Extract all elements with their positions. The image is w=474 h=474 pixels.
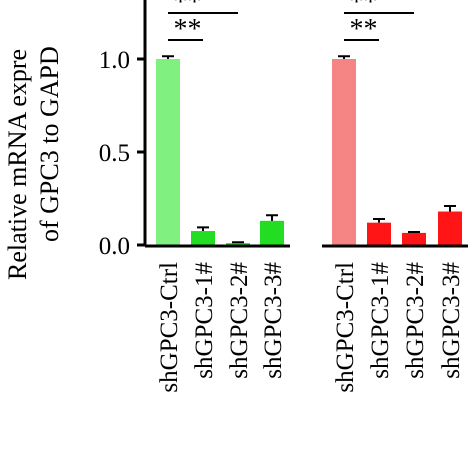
y-tick-label: 0.0 xyxy=(99,233,130,260)
error-bar xyxy=(408,230,420,233)
error-bar xyxy=(266,214,278,221)
significance-label: ** xyxy=(174,0,202,18)
error-bar xyxy=(162,55,174,59)
error-bar xyxy=(197,226,209,232)
bar xyxy=(402,232,426,245)
significance-label: ** xyxy=(174,14,202,45)
bar xyxy=(260,220,284,245)
bar xyxy=(156,59,180,245)
significance-label: ** xyxy=(350,0,378,18)
x-tick-label: shGPC3-3# xyxy=(438,262,465,379)
error-bar xyxy=(373,217,385,223)
x-tick-label: shGPC3-2# xyxy=(402,262,429,379)
bar xyxy=(226,243,250,245)
x-tick-label: shGPC3-1# xyxy=(191,262,218,379)
error-bar xyxy=(232,241,244,244)
y-tick-label: 1.0 xyxy=(99,47,130,74)
bar xyxy=(191,231,215,245)
error-bar xyxy=(338,55,350,59)
x-tick-label: shGPC3-Ctrl xyxy=(332,262,359,393)
x-tick-label: shGPC3-1# xyxy=(367,262,394,379)
y-axis-label: of GPC3 to GAPD xyxy=(35,46,64,242)
bar xyxy=(438,211,462,245)
x-tick-label: shGPC3-2# xyxy=(226,262,253,379)
x-tick-label: shGPC3-Ctrl xyxy=(156,262,183,393)
bar xyxy=(367,222,391,245)
significance-label: ** xyxy=(350,14,378,45)
x-tick-label: shGPC3-3# xyxy=(260,262,287,379)
bar xyxy=(332,59,356,245)
error-bar xyxy=(444,204,456,212)
y-tick-label: 0.5 xyxy=(99,140,130,167)
y-axis-label: Relative mRNA expre xyxy=(3,49,32,280)
